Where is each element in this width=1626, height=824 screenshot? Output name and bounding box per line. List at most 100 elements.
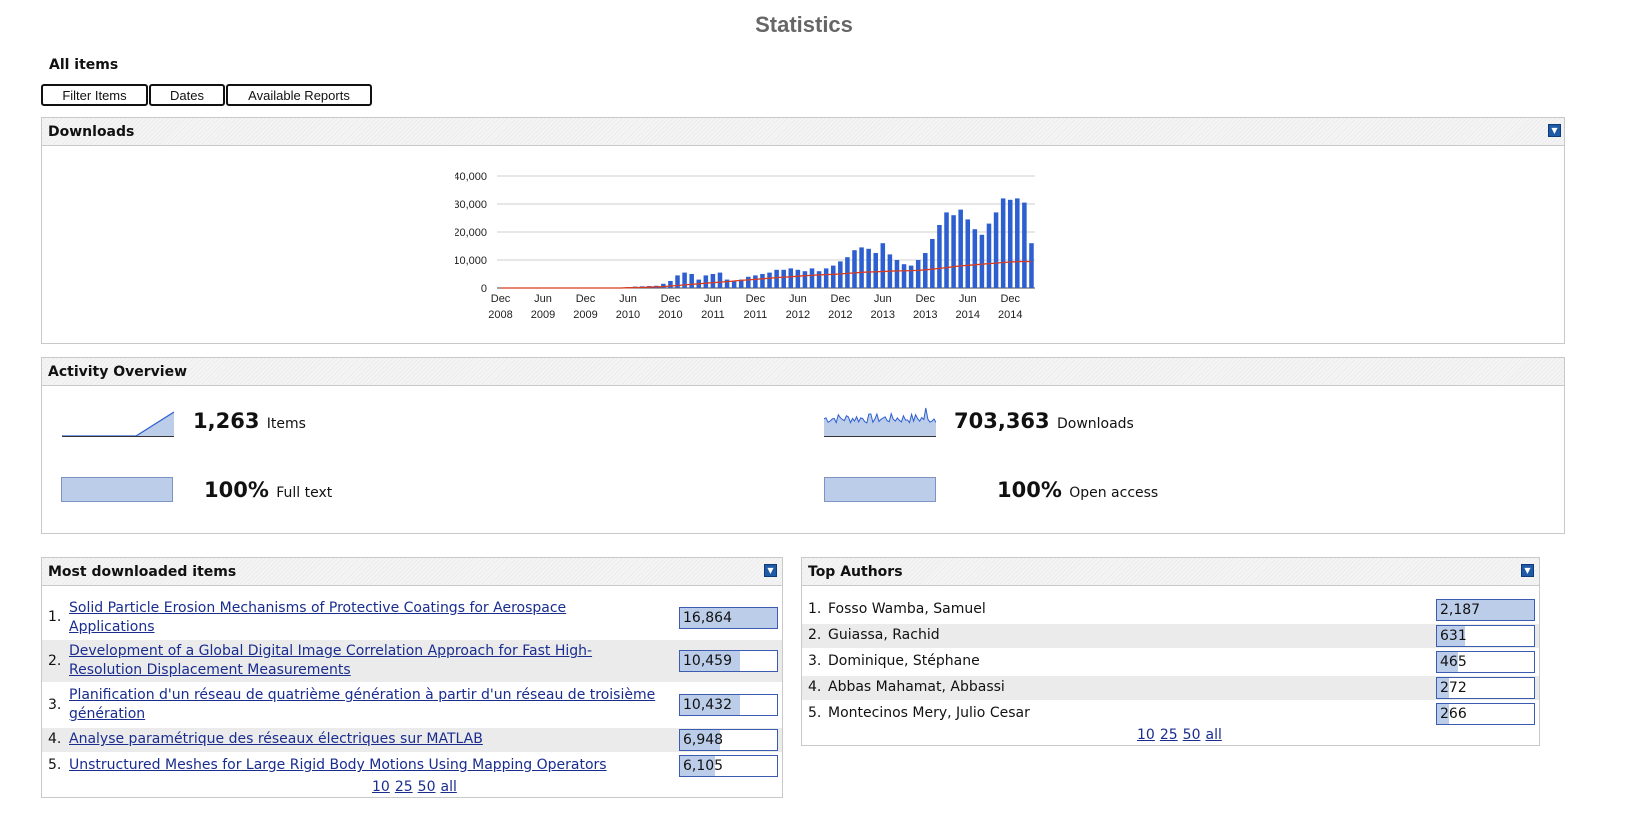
list-item: 4. Abbas Mahamat, Abbassi 272 bbox=[802, 676, 1539, 700]
bar bbox=[965, 219, 971, 288]
toolbar: Filter Items Dates Available Reports bbox=[41, 84, 373, 106]
bar bbox=[682, 272, 687, 288]
page-size-all[interactable]: all bbox=[440, 779, 457, 795]
list-item: 2. Development of a Global Digital Image… bbox=[42, 640, 782, 682]
collapse-toggle-icon[interactable]: ▼ bbox=[764, 564, 777, 577]
dates-button[interactable]: Dates bbox=[149, 84, 225, 106]
bar bbox=[738, 279, 744, 288]
page-size-25[interactable]: 25 bbox=[1159, 727, 1178, 743]
download-count: 6,105 bbox=[679, 755, 778, 777]
available-reports-button[interactable]: Available Reports bbox=[226, 84, 372, 106]
item-title-link[interactable]: Development of a Global Digital Image Co… bbox=[69, 643, 593, 678]
most-downloaded-header: Most downloaded items ▼ bbox=[42, 558, 782, 586]
x-tick-label: 2011 bbox=[701, 309, 725, 321]
bar bbox=[1015, 198, 1020, 288]
download-count: 10,432 bbox=[679, 694, 778, 716]
x-tick-label: 2009 bbox=[573, 309, 597, 321]
bar bbox=[795, 269, 801, 288]
activity-overview-panel: Activity Overview bbox=[41, 357, 1565, 534]
bar bbox=[816, 271, 822, 288]
items-label: Items bbox=[266, 416, 306, 432]
bar bbox=[972, 229, 978, 288]
y-tick-label: 20,000 bbox=[455, 227, 487, 239]
page-size-all[interactable]: all bbox=[1205, 727, 1222, 743]
rank: 2. bbox=[808, 627, 822, 643]
bar bbox=[753, 275, 758, 288]
filter-items-button[interactable]: Filter Items bbox=[41, 84, 148, 106]
count-fill bbox=[680, 695, 740, 715]
page-size-10[interactable]: 10 bbox=[1137, 727, 1155, 743]
x-tick-label: 2009 bbox=[531, 309, 555, 321]
downloads-chart: 40,000 30,000 20,000 10,000 0 Dec 2008 Jun 2009 D… bbox=[455, 171, 1035, 321]
fulltext-bar bbox=[61, 477, 173, 502]
x-tick-label: Jun bbox=[789, 293, 807, 305]
bar bbox=[894, 260, 900, 288]
fulltext-percent: 100% bbox=[204, 478, 269, 502]
x-tick-label: Jun bbox=[619, 293, 637, 305]
list-item: 4. Analyse paramétrique des réseaux élec… bbox=[42, 728, 782, 752]
count-fill bbox=[680, 608, 777, 628]
x-tick-label: Jun bbox=[534, 293, 552, 305]
x-tick-label: 2012 bbox=[828, 309, 852, 321]
page-title: Statistics bbox=[755, 12, 853, 37]
list-item: 1. Solid Particle Erosion Mechanisms of … bbox=[42, 598, 782, 638]
bar bbox=[866, 248, 871, 288]
bar bbox=[809, 268, 815, 288]
bar bbox=[838, 261, 843, 288]
item-title-link[interactable]: Unstructured Meshes for Large Rigid Body… bbox=[69, 757, 607, 773]
rank: 4. bbox=[808, 679, 822, 695]
bar bbox=[958, 209, 963, 288]
item-title-link[interactable]: Planification d'un réseau de quatrième g… bbox=[69, 687, 656, 722]
bar bbox=[703, 275, 709, 288]
bar bbox=[774, 269, 779, 288]
item-title-link[interactable]: Solid Particle Erosion Mechanisms of Pro… bbox=[69, 600, 567, 635]
rank: 3. bbox=[48, 697, 62, 713]
list-item: 1. Fosso Wamba, Samuel 2,187 bbox=[802, 598, 1539, 622]
count-fill bbox=[1437, 704, 1449, 724]
x-tick-label: 2014 bbox=[956, 309, 980, 321]
download-count: 6,948 bbox=[679, 729, 778, 751]
x-tick-label: Jun bbox=[874, 293, 892, 305]
bar bbox=[944, 212, 949, 288]
bar bbox=[724, 279, 730, 288]
x-tick-label: Dec bbox=[1000, 293, 1020, 305]
page-size-50[interactable]: 50 bbox=[417, 779, 436, 795]
downloads-panel-header: Downloads ▼ bbox=[42, 118, 1564, 146]
list-item: 3. Dominique, Stéphane 465 bbox=[802, 650, 1539, 674]
rank: 5. bbox=[48, 757, 62, 773]
list-item: 2. Guiassa, Rachid 631 bbox=[802, 624, 1539, 648]
collapse-toggle-icon[interactable]: ▼ bbox=[1548, 124, 1561, 137]
most-downloaded-panel: Most downloaded items ▼ 1. Solid Particl… bbox=[41, 557, 783, 798]
top-authors-panel: Top Authors ▼ 1. Fosso Wamba, Samuel 2,1… bbox=[801, 557, 1540, 746]
items-stat: 1,263 Items bbox=[193, 409, 306, 433]
downloads-panel-title: Downloads bbox=[48, 124, 135, 140]
item-title-link[interactable]: Analyse paramétrique des réseaux électri… bbox=[69, 731, 483, 747]
rank: 5. bbox=[808, 705, 822, 721]
count-fill bbox=[1437, 652, 1458, 672]
items-count: 1,263 bbox=[193, 409, 260, 433]
activity-panel-title: Activity Overview bbox=[48, 364, 188, 380]
scope-label: All items bbox=[49, 57, 119, 73]
page-size-50[interactable]: 50 bbox=[1182, 727, 1201, 743]
bar bbox=[908, 265, 914, 288]
y-tick-label: 0 bbox=[481, 283, 487, 295]
bar bbox=[930, 239, 935, 288]
author-name: Montecinos Mery, Julio Cesar bbox=[828, 705, 1030, 721]
downloads-sparkline bbox=[824, 407, 936, 437]
count-fill bbox=[680, 730, 720, 750]
bar bbox=[830, 265, 836, 288]
rank: 4. bbox=[48, 731, 62, 747]
top-authors-title: Top Authors bbox=[808, 564, 903, 580]
page-size-10[interactable]: 10 bbox=[372, 779, 390, 795]
bar bbox=[802, 271, 808, 288]
page-size-25[interactable]: 25 bbox=[394, 779, 413, 795]
x-tick-label: 2010 bbox=[658, 309, 682, 321]
collapse-toggle-icon[interactable]: ▼ bbox=[1521, 564, 1534, 577]
bar bbox=[668, 281, 673, 288]
author-count: 465 bbox=[1436, 651, 1535, 673]
author-name: Fosso Wamba, Samuel bbox=[828, 601, 986, 617]
bar bbox=[852, 250, 857, 288]
bar bbox=[781, 269, 786, 288]
bar bbox=[873, 253, 878, 288]
download-count: 10,459 bbox=[679, 650, 778, 672]
